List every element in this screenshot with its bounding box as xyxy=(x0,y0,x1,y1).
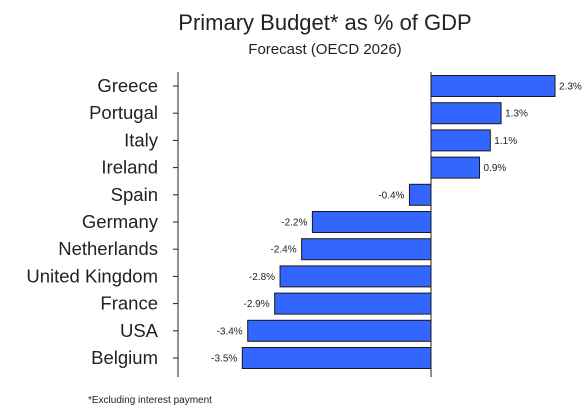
data-label: -2.8% xyxy=(249,272,275,283)
category-label: Italy xyxy=(124,129,159,150)
data-label: -2.2% xyxy=(281,218,307,229)
data-label: -2.9% xyxy=(244,299,270,310)
bar xyxy=(301,238,432,261)
category-label: Ireland xyxy=(101,157,158,178)
category-label: USA xyxy=(120,320,159,341)
bar xyxy=(311,211,432,233)
data-label: -0.4% xyxy=(378,190,404,201)
bar xyxy=(241,347,432,369)
data-label: 0.9% xyxy=(484,163,507,174)
data-label: -3.4% xyxy=(217,326,243,337)
data-label: 1.1% xyxy=(494,136,517,147)
bar xyxy=(274,292,432,315)
bar xyxy=(430,156,481,179)
category-label: United Kingdom xyxy=(26,265,158,286)
footnote: *Excluding interest payment xyxy=(88,395,212,405)
bar xyxy=(430,102,502,125)
bar xyxy=(430,129,491,152)
category-label: Spain xyxy=(111,184,158,205)
category-label: France xyxy=(100,293,158,314)
data-label: 1.3% xyxy=(505,109,528,120)
bar xyxy=(279,265,432,288)
bar xyxy=(430,75,556,97)
category-label: Belgium xyxy=(91,347,158,368)
chart-title: Primary Budget* as % of GDP xyxy=(178,10,471,35)
data-label: 2.3% xyxy=(559,82,582,93)
data-label: -2.4% xyxy=(270,245,296,256)
bar xyxy=(247,319,432,342)
plot-area: Greece 2.3% Portugal 1.3% Italy 1.1% Ireland 0.… xyxy=(26,72,582,377)
category-label: Netherlands xyxy=(58,238,158,259)
category-label: Greece xyxy=(97,75,158,96)
category-label: Germany xyxy=(82,211,159,232)
bar xyxy=(408,183,432,206)
chart-subtitle: Forecast (OECD 2026) xyxy=(248,41,401,58)
category-label: Portugal xyxy=(89,102,158,123)
data-label: -3.5% xyxy=(211,354,237,365)
